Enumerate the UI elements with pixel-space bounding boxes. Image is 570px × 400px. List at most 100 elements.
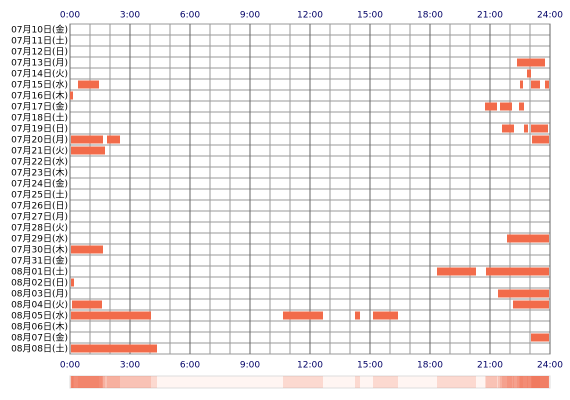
activity-segment	[78, 80, 99, 89]
day-label: 07月28日(火)	[11, 223, 68, 234]
day-label: 07月31日(金)	[11, 255, 68, 267]
x-tick-label-top: 3:00	[120, 11, 140, 21]
summary-segment	[485, 376, 497, 388]
summary-strip	[69, 375, 551, 389]
day-label: 07月18日(土)	[11, 112, 68, 124]
activity-segment	[71, 278, 74, 287]
day-label: 07月26日(日)	[11, 201, 68, 212]
activity-segment	[437, 267, 476, 276]
day-label: 08月08日(土)	[11, 343, 68, 355]
x-tick-label-bottom: 9:00	[240, 361, 260, 371]
x-tick-label-top: 21:00	[477, 11, 503, 21]
activity-segment	[70, 91, 73, 100]
activity-segment	[531, 80, 540, 89]
x-tick-label-bottom: 15:00	[357, 361, 383, 371]
day-label: 08月04日(火)	[11, 300, 68, 311]
activity-segment	[531, 124, 548, 133]
summary-segment	[519, 376, 524, 388]
activity-segment	[71, 344, 157, 353]
activity-segment	[520, 80, 523, 89]
summary-segment	[78, 376, 99, 388]
x-tick-label-bottom: 18:00	[417, 361, 443, 371]
activity-segment	[502, 124, 514, 133]
day-label: 07月14日(火)	[11, 69, 68, 80]
summary-segment	[373, 376, 398, 388]
activity-segment	[71, 245, 103, 254]
day-label: 07月22日(水)	[11, 156, 68, 168]
summary-segment	[507, 376, 549, 388]
summary-segment	[531, 376, 548, 388]
summary-segment	[498, 376, 549, 388]
day-label: 07月10日(金)	[11, 24, 68, 36]
summary-segment	[531, 376, 549, 388]
x-tick-label-top: 6:00	[180, 11, 200, 21]
x-tick-label-bottom: 0:00	[60, 361, 80, 371]
summary-segment	[545, 376, 549, 388]
summary-segment	[517, 376, 545, 388]
activity-segment	[373, 311, 398, 320]
activity-segment	[519, 102, 524, 111]
activity-segment	[500, 102, 512, 111]
activity-segment	[72, 300, 102, 309]
x-tick-label-top: 15:00	[357, 11, 383, 21]
summary-segment	[107, 376, 120, 388]
day-label: 07月15日(水)	[11, 79, 68, 91]
day-label: 08月02日(日)	[11, 278, 68, 289]
day-label: 08月01日(土)	[11, 266, 68, 278]
activity-segment	[355, 311, 360, 320]
x-tick-label-bottom: 21:00	[477, 361, 503, 371]
day-label: 07月19日(日)	[11, 124, 68, 135]
summary-segment	[70, 376, 73, 388]
x-tick-label-top: 12:00	[297, 11, 323, 21]
activity-segment	[485, 102, 497, 111]
x-tick-label-top: 0:00	[60, 11, 80, 21]
x-tick-label-top: 18:00	[417, 11, 443, 21]
day-label: 08月07日(金)	[11, 332, 68, 344]
summary-segment	[513, 376, 549, 388]
x-tick-label-top: 24:00	[537, 11, 563, 21]
day-label: 07月13日(月)	[11, 58, 68, 69]
activity-segment	[71, 311, 151, 320]
day-label: 07月11日(土)	[11, 35, 68, 47]
activity-segment	[527, 69, 531, 78]
summary-segment	[355, 376, 360, 388]
x-tick-label-bottom: 24:00	[537, 361, 563, 371]
activity-segment	[531, 333, 549, 342]
activity-segment	[545, 80, 549, 89]
activity-segment	[283, 311, 323, 320]
day-label: 07月29日(水)	[11, 233, 68, 245]
day-label: 07月27日(月)	[11, 212, 68, 223]
day-label: 07月21日(火)	[11, 146, 68, 157]
summary-segment	[71, 376, 157, 388]
summary-segment	[71, 376, 74, 388]
day-label: 07月17日(金)	[11, 101, 68, 113]
day-label: 07月20日(月)	[11, 135, 68, 146]
activity-segment	[524, 124, 528, 133]
day-label: 07月12日(日)	[11, 47, 68, 58]
activity-segment	[513, 300, 549, 309]
x-tick-label-bottom: 12:00	[297, 361, 323, 371]
summary-segment	[71, 376, 103, 388]
activity-segment	[532, 135, 549, 144]
activity-segment	[507, 234, 549, 243]
summary-segment	[524, 376, 528, 388]
summary-segment	[502, 376, 514, 388]
summary-segment	[527, 376, 531, 388]
summary-segment	[71, 376, 105, 388]
summary-segment	[500, 376, 512, 388]
x-tick-label-bottom: 3:00	[120, 361, 140, 371]
summary-segment	[437, 376, 476, 388]
activity-segment	[71, 135, 103, 144]
summary-segment	[520, 376, 523, 388]
day-label: 07月24日(金)	[11, 178, 68, 190]
day-label: 08月06日(木)	[11, 321, 68, 333]
summary-segment	[72, 376, 102, 388]
activity-segment	[517, 58, 545, 67]
summary-segment	[486, 376, 549, 388]
day-label: 08月03日(月)	[11, 289, 68, 300]
activity-segment	[486, 267, 549, 276]
day-label: 07月25日(土)	[11, 189, 68, 201]
activity-segment	[498, 289, 549, 298]
day-label: 07月30日(木)	[11, 244, 68, 256]
